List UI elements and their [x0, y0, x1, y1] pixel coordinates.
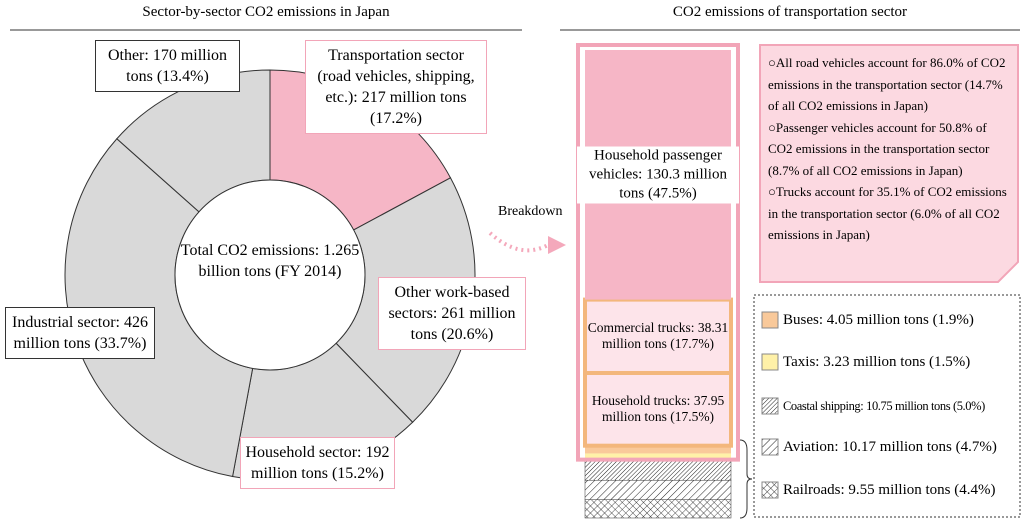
notes: ○All road vehicles account for 86.0% of … [768, 52, 1014, 246]
donut-hole [174, 179, 366, 371]
slice-label: Transportation sector (road vehicles, sh… [305, 40, 487, 134]
pie-title: Sector-by-sector CO2 emissions in Japan [142, 4, 390, 20]
value-label: 261 million tons (20.6%) [410, 305, 516, 343]
category-label: Transportation sector (road vehicles, sh… [317, 47, 475, 106]
bar-segment [583, 297, 733, 375]
segment-label: Household passenger vehicles: 130.3 mill… [577, 146, 739, 204]
segment-value: 37.95 million tons (17.5%) [601, 393, 725, 425]
notes-box [759, 44, 1019, 283]
legend-frame [753, 294, 1021, 518]
note: ○All road vehicles account for 86.0% of … [768, 55, 1006, 113]
legend-swatch [761, 481, 779, 499]
brace [739, 439, 753, 519]
legend-value: 10.75 million tons (5.0%) [866, 399, 985, 413]
legend-name: Taxis: [783, 354, 820, 370]
segment-name: Household passenger vehicles: [589, 147, 722, 183]
value-label: 426 million tons (33.7%) [13, 314, 148, 352]
segment-label: Household trucks: 37.95 million tons (17… [577, 393, 739, 425]
bar-title: CO2 emissions of transportation sector [672, 4, 908, 20]
legend-value: 3.23 million tons (1.5%) [823, 354, 971, 370]
value-label: 217 million tons (17.2%) [361, 89, 467, 127]
segment-label: Commercial trucks: 38.31 million tons (1… [577, 320, 739, 352]
center-label: Total CO2 emissions: 1.265 billion tons … [180, 242, 360, 280]
slice-label: Household sector: 192 million tons (15.2… [240, 437, 395, 489]
legend-value: 4.05 million tons (1.9%) [826, 312, 974, 328]
bar-segment [585, 445, 731, 454]
segment-name: Household trucks: [591, 393, 691, 409]
segment-value: 38.31 million tons (17.7%) [601, 320, 729, 352]
slice-label: Other: 170 million tons (13.4%) [95, 40, 240, 92]
note: ○Trucks account for 35.1% of CO2 emissio… [768, 184, 1007, 242]
note: ○Passenger vehicles account for 50.8% of… [768, 119, 990, 178]
legend-item: Aviation: 10.17 million tons (4.7%) [783, 437, 1022, 457]
legend-swatch [761, 397, 779, 415]
bar-segment [584, 479, 732, 500]
legend-name: Aviation: [783, 439, 839, 455]
category-label: Household sector: [245, 444, 362, 461]
bar-segment [583, 370, 733, 448]
bar-frame [576, 43, 740, 462]
legend-item: Buses: 4.05 million tons (1.9%) [783, 310, 1022, 330]
legend-swatch [761, 438, 779, 456]
legend-value: 10.17 million tons (4.7%) [842, 439, 997, 455]
bar-segment [584, 459, 732, 481]
value-label: 170 million tons (13.4%) [126, 47, 228, 85]
slice-label: Other work-based sectors: 261 million to… [378, 277, 526, 350]
legend-swatch [761, 311, 779, 329]
arrow-head [548, 236, 566, 254]
legend-swatch [761, 353, 779, 371]
segment-value: 130.3 million tons (47.5%) [619, 166, 727, 202]
legend-name: Railroads: [783, 482, 845, 498]
legend-value: 9.55 million tons (4.4%) [848, 482, 996, 498]
category-label: Other work-based sectors: [388, 284, 510, 322]
legend-name: Buses: [783, 312, 824, 328]
legend-name: Coastal shipping: [783, 399, 864, 413]
legend-item: Coastal shipping: 10.75 million tons (5.… [783, 396, 1022, 416]
bar-segment [585, 453, 731, 460]
segment-name: Commercial trucks: [587, 320, 695, 336]
value-label: 192 million tons (15.2%) [251, 444, 390, 482]
breakdown-arrow [488, 231, 549, 253]
bar-segment [584, 499, 732, 519]
legend-item: Railroads: 9.55 million tons (4.4%) [783, 480, 1022, 500]
category-label: Industrial sector: [12, 314, 120, 331]
annotation: Breakdown [498, 204, 563, 219]
legend-item: Taxis: 3.23 million tons (1.5%) [783, 352, 1022, 372]
slice-label: Industrial sector: 426 million tons (33.… [5, 307, 155, 359]
category-label: Other: [107, 47, 149, 64]
